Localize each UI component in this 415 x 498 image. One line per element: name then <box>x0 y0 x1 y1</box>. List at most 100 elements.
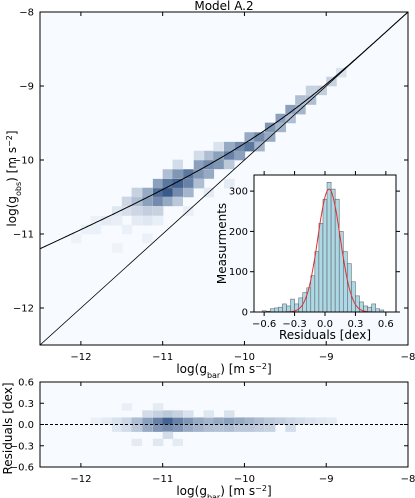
heatmap-cell <box>172 438 184 447</box>
heatmap-cell <box>131 417 143 425</box>
heatmap-cell <box>152 403 164 411</box>
heatmap-cell <box>121 417 133 425</box>
histogram-bar <box>314 251 320 313</box>
heatmap-cell <box>285 104 296 115</box>
heatmap-cell <box>183 424 194 432</box>
heatmap-cell <box>152 438 164 447</box>
heatmap-cell <box>244 132 255 142</box>
heatmap-cell <box>254 132 265 142</box>
inset-x-axis-label: Residuals [dex] <box>279 328 371 342</box>
histogram-bar <box>371 303 376 313</box>
main-y-tick-label: −10 <box>13 156 34 167</box>
heatmap-cell <box>172 159 184 170</box>
res-y-tick-label: −0.3 <box>10 441 34 452</box>
heatmap-cell <box>254 424 265 432</box>
heatmap-cell <box>80 224 92 235</box>
heatmap-cell <box>213 417 224 425</box>
inset-x-tick-label: 0.6 <box>378 319 394 330</box>
heatmap-cell <box>152 424 164 432</box>
heatmap-cell <box>152 206 164 216</box>
heatmap-cell <box>326 417 337 425</box>
histogram-bar <box>355 295 360 313</box>
inset-y-tick-label: 0 <box>242 308 248 319</box>
residual-x-axis-label: log(gbar) [m s−2] <box>176 484 271 498</box>
heatmap-cell <box>275 417 287 425</box>
res-x-tick-label: −12 <box>70 474 91 485</box>
heatmap-cell <box>224 150 235 161</box>
heatmap-cell <box>131 215 143 226</box>
heatmap-cell <box>142 424 153 432</box>
res-y-tick-label: 0.6 <box>18 378 34 389</box>
heatmap-cell <box>142 206 153 216</box>
heatmap-cell <box>203 169 215 179</box>
heatmap-cell <box>111 417 123 425</box>
heatmap-cell <box>121 196 133 207</box>
inset-y-tick-label: 300 <box>229 187 248 198</box>
heatmap-cell <box>90 417 102 425</box>
heatmap-cell <box>234 150 246 161</box>
res-x-tick-label: −10 <box>234 474 255 485</box>
heatmap-cell <box>162 169 174 179</box>
heatmap-cell <box>152 196 164 207</box>
main-x-tick-label: −8 <box>401 352 415 363</box>
heatmap-cell <box>142 215 153 226</box>
inset-y-tick-label: 100 <box>229 267 248 278</box>
heatmap-cell <box>183 187 194 198</box>
heatmap-cell <box>224 410 235 418</box>
heatmap-cell <box>152 178 164 189</box>
res-x-tick-label: −11 <box>152 474 173 485</box>
histogram-bar <box>282 303 287 313</box>
inset-x-tick-label: 0.0 <box>317 319 333 330</box>
heatmap-cell <box>213 159 224 170</box>
heatmap-cell <box>203 150 215 161</box>
heatmap-cell <box>183 417 194 425</box>
main-plot-frame <box>39 11 409 346</box>
inset-x-tick-label: −0.6 <box>252 319 276 330</box>
heatmap-cell <box>203 417 215 425</box>
heatmap-cell <box>131 424 143 432</box>
heatmap-cell <box>172 178 184 189</box>
histogram-bar <box>290 298 295 313</box>
main-y-tick-label: −11 <box>13 230 34 241</box>
heatmap-cell <box>121 424 133 432</box>
histogram-bar <box>286 305 291 313</box>
chart-title: Model A.2 <box>194 0 253 13</box>
heatmap-cell <box>152 215 164 226</box>
heatmap-cell <box>142 417 153 425</box>
heatmap-cell <box>111 206 123 216</box>
main-y-tick-label: −12 <box>13 304 34 315</box>
res-y-tick-label: 0.3 <box>18 399 34 410</box>
heatmap-cell <box>172 417 184 425</box>
heatmap-cell <box>244 141 255 152</box>
rar-model-curve <box>40 12 408 250</box>
histogram-bar <box>278 306 283 313</box>
heatmap-cell <box>131 187 143 198</box>
heatmap-cell <box>142 410 153 418</box>
heatmap-cell <box>172 410 184 418</box>
heatmap-cell <box>305 85 317 96</box>
inset-y-tick-label: 200 <box>229 227 248 238</box>
histogram-bar <box>306 287 312 313</box>
heatmap-cell <box>111 243 123 253</box>
heatmap-cell <box>71 233 82 244</box>
heatmap-cell <box>162 417 174 425</box>
heatmap-cell <box>203 424 215 432</box>
res-x-tick-label: −8 <box>401 474 415 485</box>
heatmap-cell <box>213 150 224 161</box>
heatmap-cell <box>111 424 123 432</box>
heatmap-cell <box>131 196 143 207</box>
heatmap-cell <box>295 417 306 425</box>
inset-x-tick-label: 0.3 <box>347 319 363 330</box>
heatmap-cell <box>183 169 194 179</box>
heatmap-cell <box>172 196 184 207</box>
heatmap-cell <box>316 417 327 425</box>
heatmap-cell <box>193 178 205 189</box>
heatmap-cell <box>162 196 174 207</box>
heatmap-cell <box>224 141 235 152</box>
main-x-axis-label: log(gbar) [m s−2] <box>176 362 271 380</box>
heatmap-cell <box>90 224 102 235</box>
inset-y-axis-label: Measurments <box>215 203 229 284</box>
heatmap-cell <box>285 424 296 432</box>
heatmap-cell <box>152 187 164 198</box>
